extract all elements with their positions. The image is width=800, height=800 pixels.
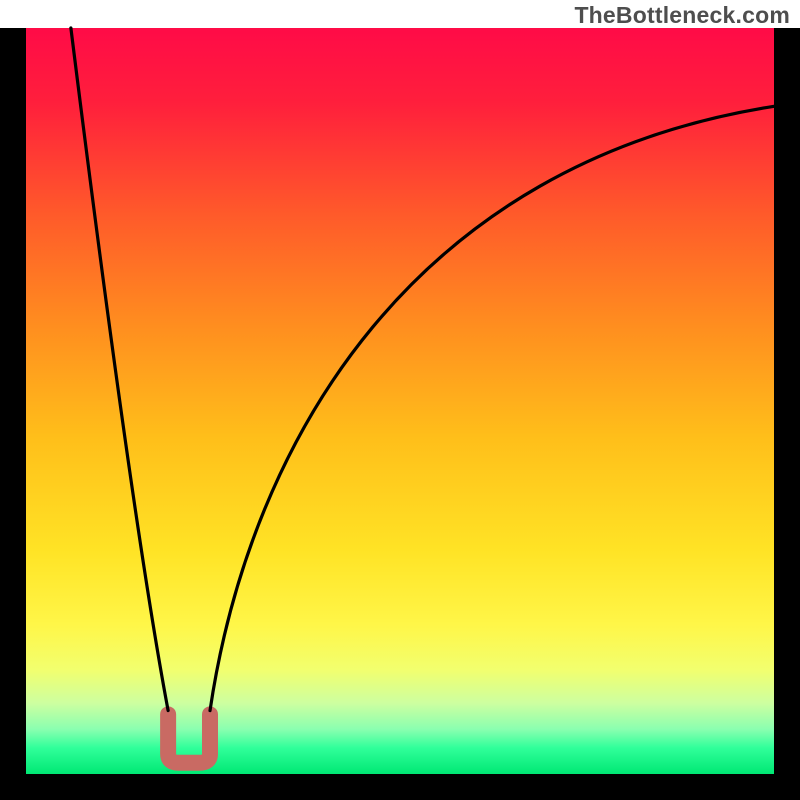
gradient-background: [26, 28, 774, 774]
watermark-text: TheBottleneck.com: [574, 2, 790, 29]
chart-canvas: [0, 0, 800, 800]
figure-root: TheBottleneck.com: [0, 0, 800, 800]
